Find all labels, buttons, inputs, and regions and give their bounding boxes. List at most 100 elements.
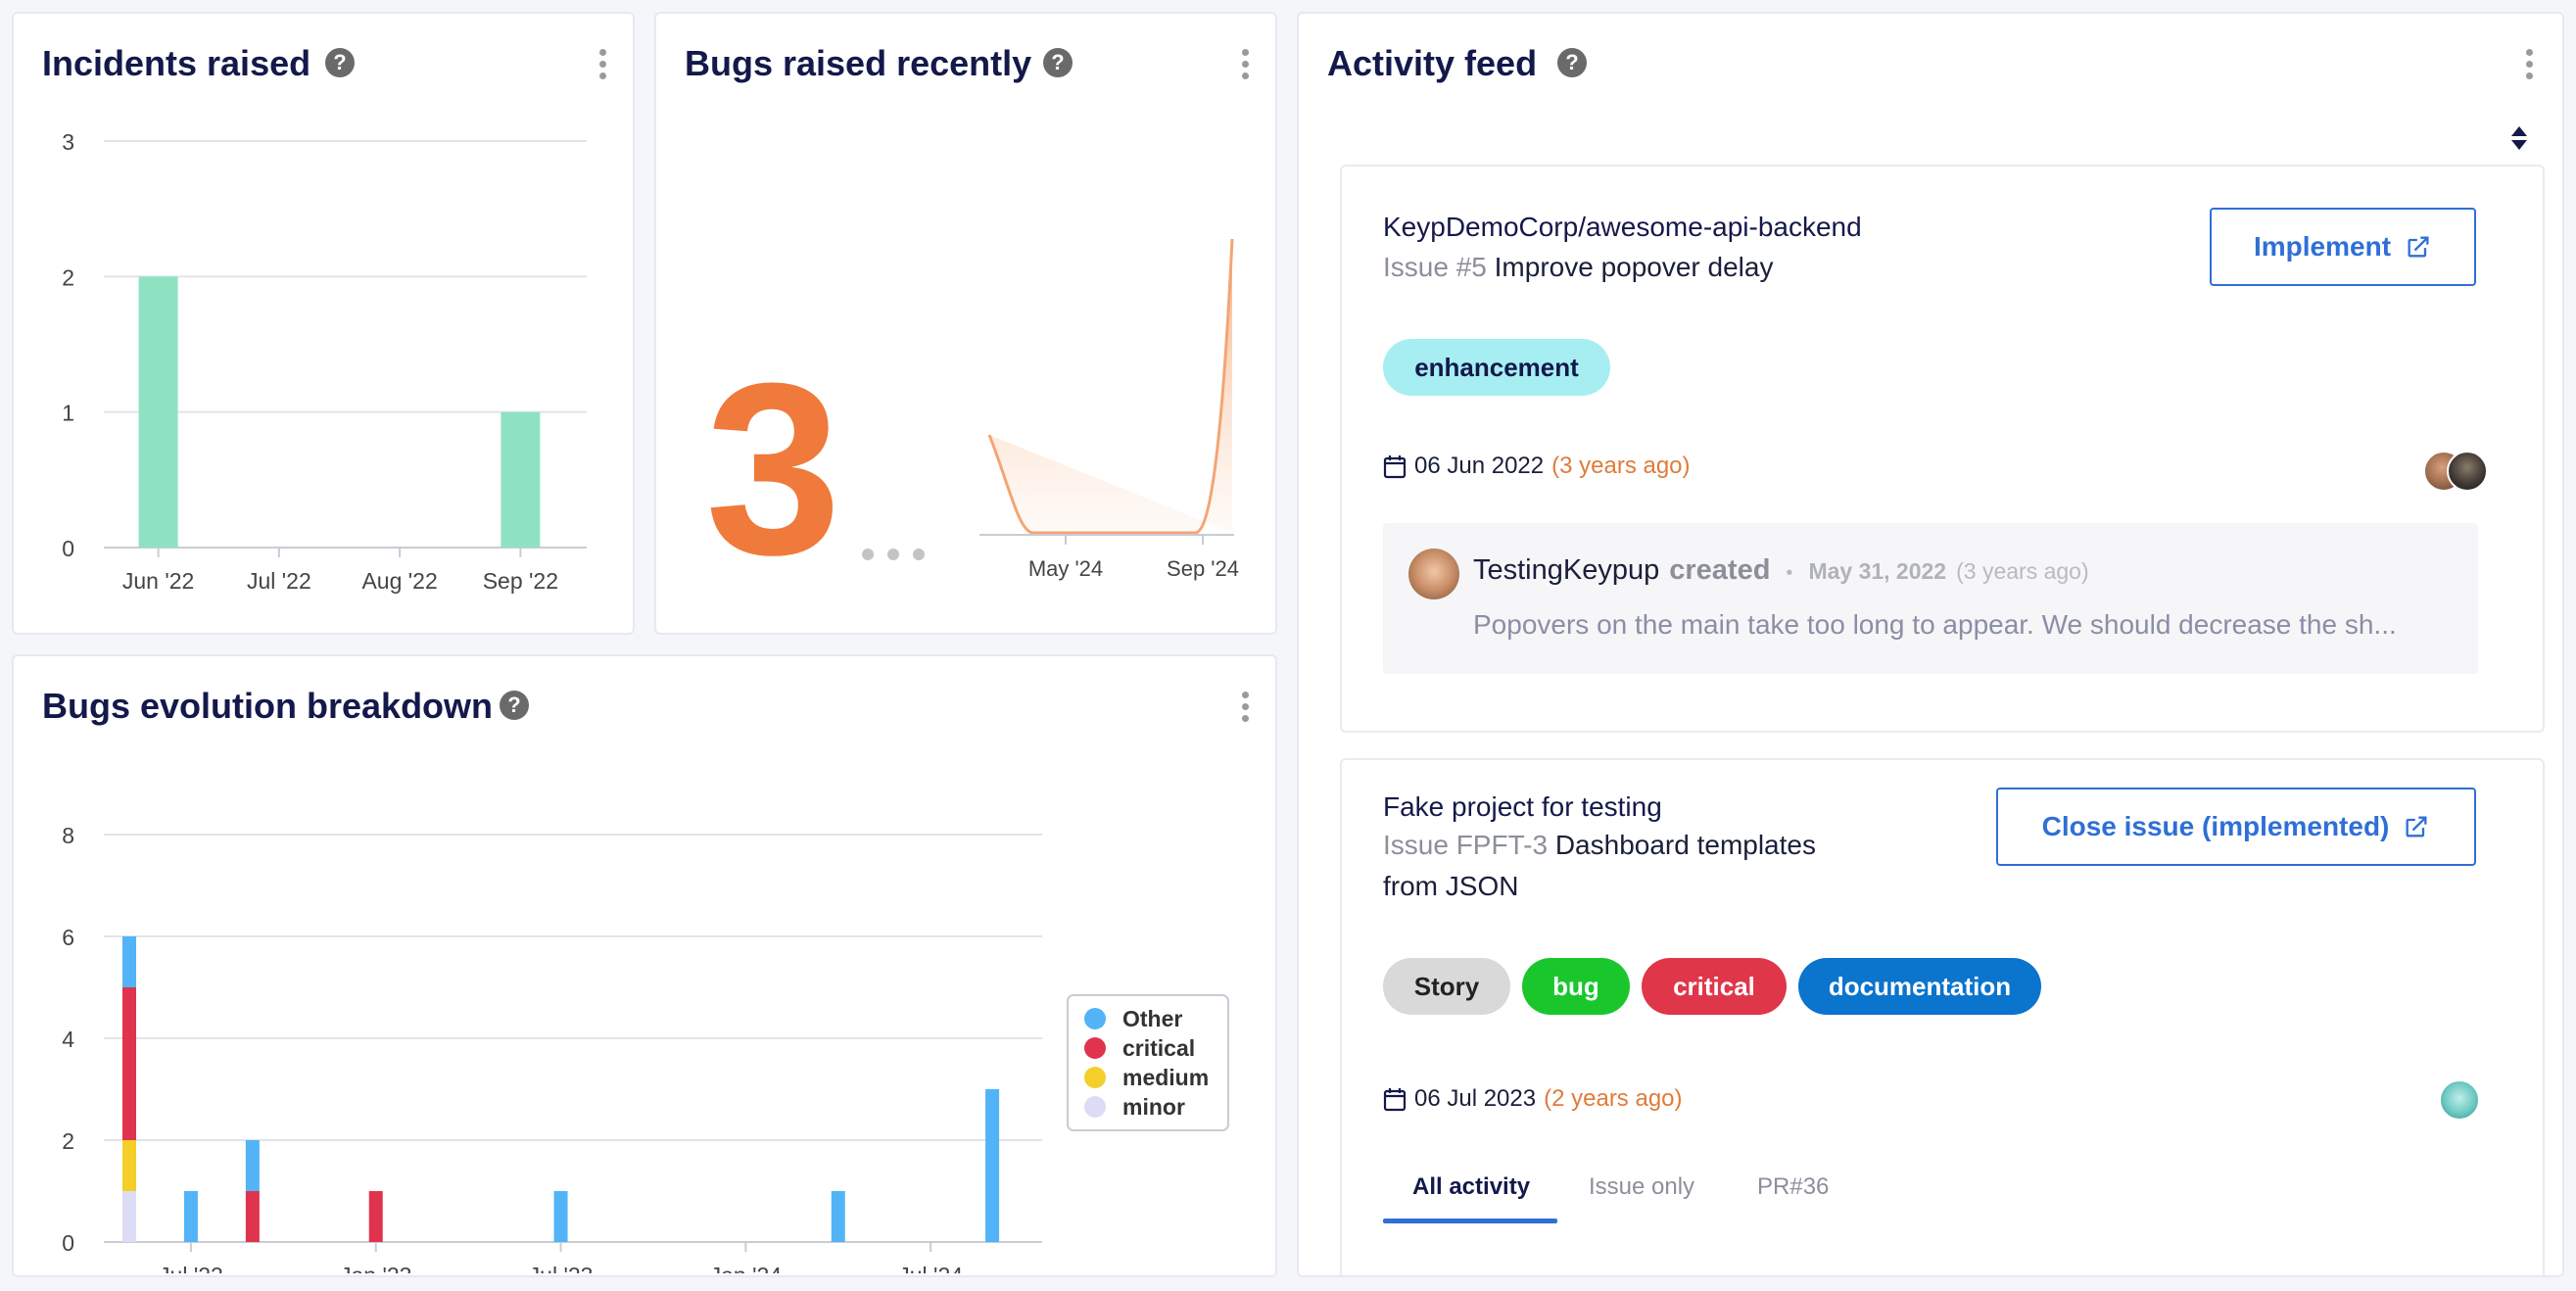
comment-author[interactable]: TestingKeypup <box>1473 554 1660 586</box>
legend-label: minor <box>1122 1094 1185 1120</box>
bar-segment <box>985 1089 1000 1242</box>
x-tick-label: Aug '22 <box>361 568 437 594</box>
legend-swatch <box>1084 1037 1106 1059</box>
item-date: 06 Jun 2022 (3 years ago) <box>1383 453 1691 480</box>
incidents-title: Incidents raised <box>42 43 311 83</box>
date-value: 06 Jun 2022 <box>1414 453 1545 479</box>
implement-button[interactable]: Implement <box>2210 208 2476 286</box>
implement-button-label: Implement <box>2253 231 2392 262</box>
external-link-icon <box>2408 236 2429 258</box>
y-tick-label: 0 <box>62 1230 74 1256</box>
sort-icon[interactable] <box>2509 125 2529 151</box>
sparkline-area <box>989 239 1232 533</box>
y-tick-label: 6 <box>62 925 74 950</box>
help-icon[interactable]: ? <box>1557 48 1587 77</box>
y-tick-label: 2 <box>62 1128 74 1154</box>
tag-enhancement[interactable]: enhancement <box>1383 339 1610 396</box>
x-tick-label: Jul '22 <box>247 568 311 594</box>
calendar-icon <box>1383 1088 1407 1112</box>
comment-header: TestingKeypup created • May 31, 2022 (3 … <box>1473 554 2089 587</box>
legend-swatch <box>1084 1067 1106 1088</box>
avatar[interactable] <box>2439 1079 2480 1121</box>
kebab-menu-icon[interactable] <box>2523 49 2535 82</box>
bar-segment <box>122 1191 136 1242</box>
comment-date: May 31, 2022 <box>1808 558 1947 584</box>
activity-feed-card: Activity feed ? KeypDemoCorp/awesome-api… <box>1297 12 2564 1277</box>
x-tick-label: May '24 <box>1028 556 1103 581</box>
bar-segment <box>122 987 136 1140</box>
active-tab-indicator <box>1383 1219 1557 1223</box>
tag-critical[interactable]: critical <box>1642 958 1787 1015</box>
activity-item: Fake project for testing Issue FPFT-3 Da… <box>1340 758 2545 1275</box>
date-relative: (3 years ago) <box>1551 453 1691 479</box>
date-relative: (2 years ago) <box>1544 1085 1683 1112</box>
x-tick-label: Sep '24 <box>1167 556 1239 581</box>
x-tick-label: Jan '24 <box>710 1263 783 1273</box>
date-value: 06 Jul 2023 <box>1414 1085 1537 1112</box>
y-tick-label: 1 <box>62 401 74 426</box>
bar-segment <box>245 1140 260 1191</box>
avatar[interactable] <box>1408 549 1459 599</box>
comment-date-relative: (3 years ago) <box>1956 558 2089 584</box>
close-issue-button-label: Close issue (implemented) <box>2041 811 2390 841</box>
x-tick-label: Jul '24 <box>898 1263 963 1273</box>
item-date: 06 Jul 2023 (2 years ago) <box>1383 1085 1683 1113</box>
close-issue-button[interactable]: Close issue (implemented) <box>1996 788 2476 866</box>
y-tick-label: 8 <box>62 823 74 848</box>
external-link-icon <box>2406 816 2427 837</box>
x-tick-label: Jul '22 <box>159 1263 223 1273</box>
issue-number: Issue #5 <box>1383 252 1487 282</box>
incidents-chart: 0 1 2 3 Jun '22 Jul '22 Aug '22 Sep '22 <box>62 129 587 594</box>
activity-item: KeypDemoCorp/awesome-api-backend Issue #… <box>1340 165 2545 733</box>
tag-documentation[interactable]: documentation <box>1798 958 2041 1015</box>
bar-segment <box>831 1191 845 1242</box>
issue-title-text-line2: from JSON <box>1383 871 1519 901</box>
comment-box: TestingKeypup created • May 31, 2022 (3 … <box>1383 523 2478 674</box>
bar-segment <box>122 1140 136 1191</box>
legend-swatch <box>1084 1008 1106 1029</box>
tab-all-activity[interactable]: All activity <box>1412 1173 1531 1200</box>
x-tick-label: Jan '23 <box>340 1263 411 1273</box>
legend-label: critical <box>1122 1035 1195 1061</box>
tag-bug[interactable]: bug <box>1522 958 1630 1015</box>
avatar[interactable] <box>2447 451 2488 492</box>
bar-segment <box>368 1191 383 1242</box>
bar-segment <box>183 1191 198 1242</box>
help-icon[interactable]: ? <box>325 48 355 77</box>
activity-tabs: All activity Issue only PR#36 <box>1383 1168 2480 1226</box>
bugs-recent-count: 3 <box>705 332 842 605</box>
tab-pr[interactable]: PR#36 <box>1757 1173 1830 1200</box>
bugs-evolution-title: Bugs evolution breakdown <box>42 686 494 726</box>
issue-title[interactable]: Issue FPFT-3 Dashboard templates from JS… <box>1383 825 1892 907</box>
incidents-card: Incidents raised ? 0 1 2 3 Jun '22 Jul '22 Aug… <box>12 12 635 635</box>
repo-name[interactable]: Fake project for testing <box>1383 791 1662 822</box>
kebab-menu-icon[interactable] <box>1239 49 1251 82</box>
legend-label: medium <box>1122 1065 1209 1090</box>
bar <box>138 276 178 548</box>
tag-story[interactable]: Story <box>1383 958 1510 1015</box>
repo-name[interactable]: KeypDemoCorp/awesome-api-backend <box>1383 212 1862 242</box>
tab-issue-only[interactable]: Issue only <box>1589 1173 1695 1200</box>
y-tick-label: 2 <box>62 264 74 290</box>
help-icon[interactable]: ? <box>500 691 529 720</box>
issue-title-text: Improve popover delay <box>1494 252 1774 282</box>
issue-title-text: Dashboard templates <box>1554 830 1816 860</box>
activity-feed-title: Activity feed <box>1327 43 1538 83</box>
kebab-menu-icon[interactable] <box>596 49 608 82</box>
help-icon[interactable]: ? <box>1043 48 1073 77</box>
bugs-evolution-card: Bugs evolution breakdown ? 0 2 4 6 8 Jul '22 J… <box>12 654 1277 1277</box>
issue-title[interactable]: Issue #5 Improve popover delay <box>1383 247 1773 288</box>
kebab-menu-icon[interactable] <box>1239 692 1251 725</box>
bugs-recent-card: Bugs raised recently ? 3 May '24 Sep '24 <box>654 12 1277 635</box>
y-tick-label: 0 <box>62 536 74 561</box>
comment-text: Popovers on the main take too long to ap… <box>1473 609 2397 640</box>
legend-label: Other <box>1122 1006 1182 1031</box>
bugs-recent-title: Bugs raised recently <box>685 43 1032 83</box>
legend-box <box>1067 994 1229 1131</box>
more-dots-icon <box>862 549 925 560</box>
legend-swatch <box>1084 1096 1106 1118</box>
x-tick-label: Jun '22 <box>122 568 194 594</box>
bullet-separator: • <box>1786 562 1793 584</box>
bar-segment <box>245 1191 260 1242</box>
bar <box>501 411 541 548</box>
